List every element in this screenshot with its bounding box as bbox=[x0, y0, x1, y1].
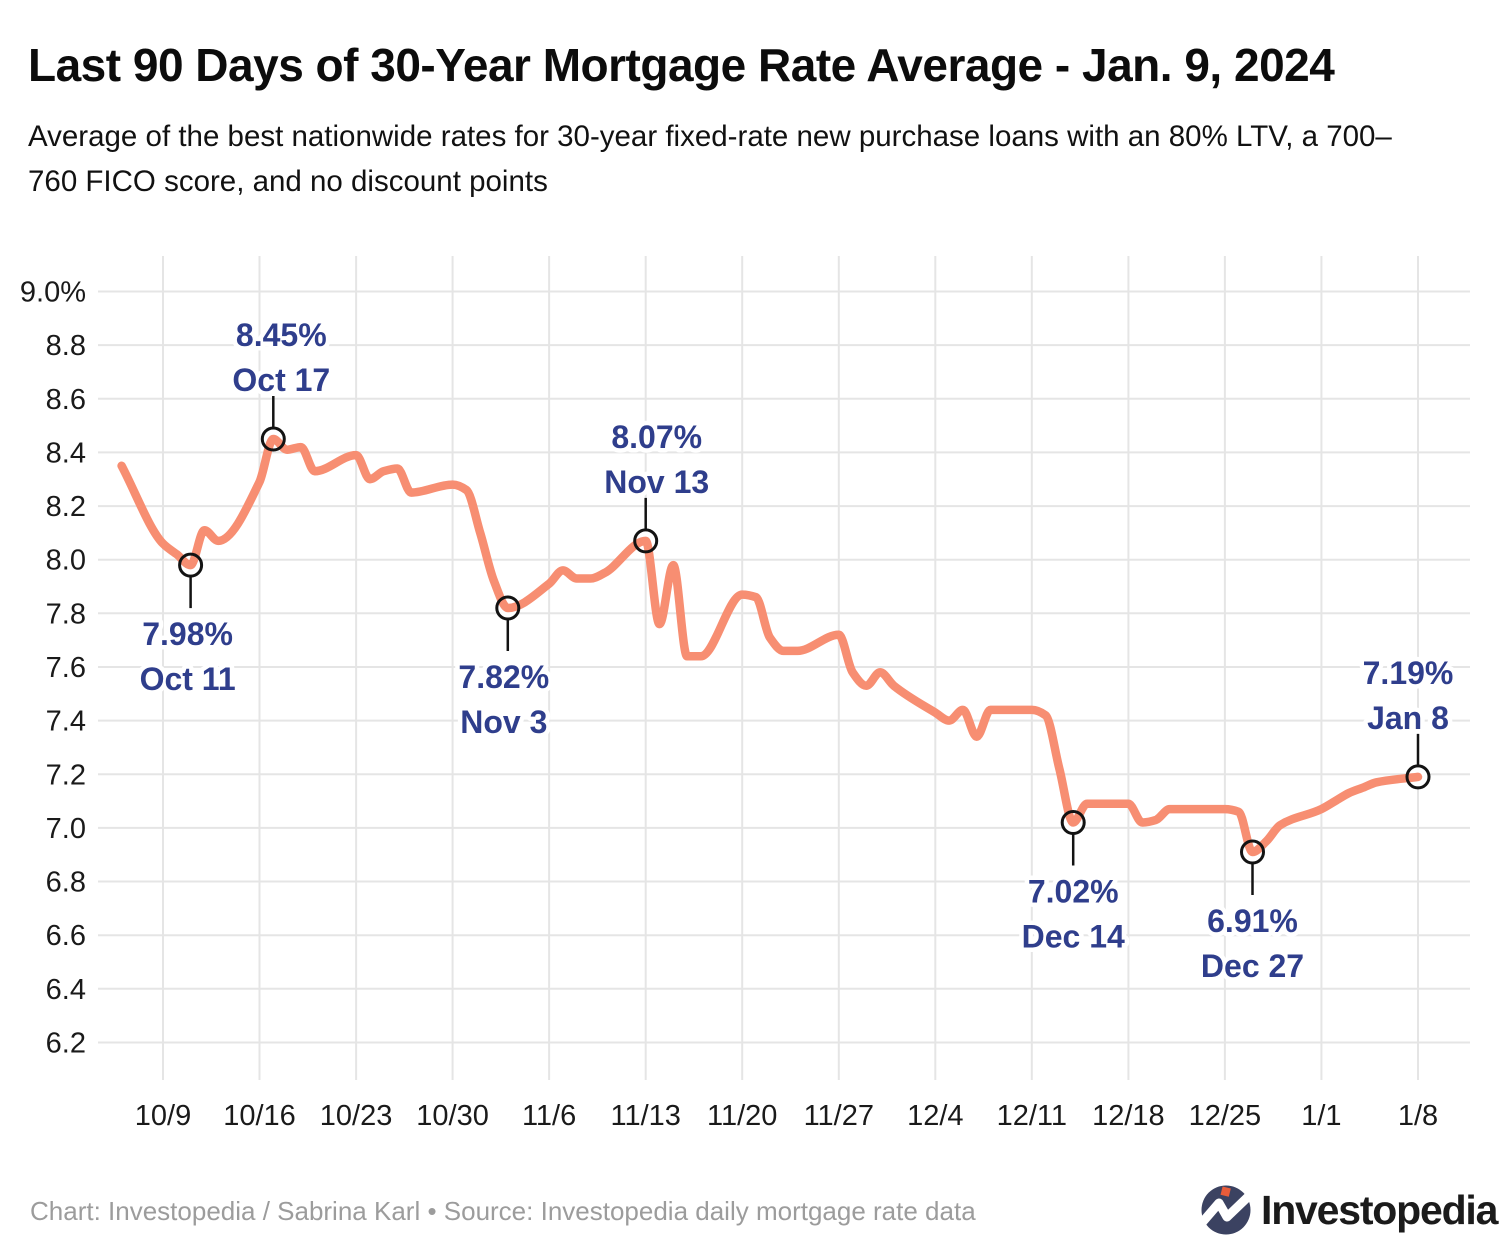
x-axis-tick-label: 12/25 bbox=[1189, 1100, 1262, 1132]
y-axis-tick-label: 8.4 bbox=[46, 437, 86, 469]
investopedia-logo-icon bbox=[1200, 1185, 1252, 1235]
marker-ring bbox=[260, 426, 286, 452]
x-axis-tick-label: 11/6 bbox=[522, 1100, 576, 1132]
y-axis-tick-label: 6.4 bbox=[46, 974, 86, 1006]
x-axis-tick-label: 10/23 bbox=[320, 1100, 393, 1132]
x-axis-tick-label: 12/18 bbox=[1092, 1100, 1165, 1132]
y-axis-tick-label: 6.2 bbox=[46, 1028, 86, 1060]
attribution-text: Chart: Investopedia / Sabrina Karl • Sou… bbox=[30, 1196, 976, 1226]
y-axis-tick-label: 9.0% bbox=[20, 277, 86, 309]
y-axis-tick-label: 8.6 bbox=[46, 384, 86, 416]
x-axis-tick-label: 1/1 bbox=[1301, 1100, 1341, 1132]
x-axis-tick-label: 11/13 bbox=[610, 1100, 680, 1132]
x-axis-tick-label: 10/16 bbox=[223, 1100, 296, 1132]
annotation-date-label: Dec 27 bbox=[1201, 948, 1304, 984]
investopedia-wordmark: Investopedia bbox=[1261, 1187, 1498, 1233]
annotation-date-label: Nov 13 bbox=[604, 464, 709, 500]
marker-ring bbox=[495, 595, 521, 621]
investopedia-logo: Investopedia bbox=[1200, 1184, 1498, 1236]
annotation-value-label: 6.91% bbox=[1207, 903, 1298, 939]
chart-subtitle: Average of the best nationwide rates for… bbox=[28, 114, 1488, 204]
y-axis-tick-label: 6.8 bbox=[46, 867, 86, 899]
chart-subtitle-line-1: Average of the best nationwide rates for… bbox=[28, 120, 1392, 153]
annotation-value-label: 7.82% bbox=[458, 659, 549, 695]
y-axis-tick-label: 7.4 bbox=[46, 706, 86, 738]
x-axis-tick-label: 11/27 bbox=[804, 1100, 874, 1132]
annotation-date-label: Nov 3 bbox=[460, 704, 547, 740]
chart-title: Last 90 Days of 30-Year Mortgage Rate Av… bbox=[28, 39, 1335, 91]
y-axis-tick-label: 7.8 bbox=[46, 598, 86, 630]
y-axis-tick-label: 8.0 bbox=[46, 545, 86, 577]
annotation-date-label: Dec 14 bbox=[1022, 919, 1125, 955]
marker-ring bbox=[1240, 839, 1265, 865]
y-axis-tick-label: 7.6 bbox=[46, 652, 86, 684]
x-axis-tick-label: 10/9 bbox=[135, 1100, 191, 1132]
marker-ring bbox=[1060, 810, 1086, 835]
x-axis-tick-label: 1/8 bbox=[1398, 1100, 1438, 1132]
marker-ring bbox=[1405, 764, 1431, 790]
y-axis-tick-label: 7.2 bbox=[46, 759, 86, 791]
annotation-date-label: Oct 11 bbox=[140, 661, 236, 697]
annotation-value-label: 8.07% bbox=[611, 419, 702, 455]
x-axis-tick-label: 12/4 bbox=[907, 1100, 963, 1132]
annotation-value-label: 7.02% bbox=[1028, 874, 1119, 910]
annotation-date-label: Jan 8 bbox=[1367, 700, 1449, 736]
y-axis-tick-label: 8.8 bbox=[46, 330, 86, 362]
marker-ring bbox=[178, 552, 204, 578]
x-axis-tick-label: 11/20 bbox=[707, 1100, 777, 1132]
x-axis-tick-label: 12/11 bbox=[997, 1100, 1067, 1132]
annotation-value-label: 7.19% bbox=[1363, 655, 1454, 691]
x-axis-tick-label: 10/30 bbox=[416, 1100, 489, 1132]
y-axis-tick-label: 7.0 bbox=[46, 813, 86, 845]
rate-line bbox=[117, 434, 1423, 857]
marker-ring bbox=[633, 528, 659, 554]
y-axis-tick-label: 8.2 bbox=[46, 491, 86, 523]
y-axis-tick-label: 6.6 bbox=[46, 920, 86, 952]
annotation-value-label: 7.98% bbox=[142, 616, 233, 652]
annotation-date-label: Oct 17 bbox=[232, 362, 330, 398]
annotation-value-label: 8.45% bbox=[236, 317, 327, 353]
chart-subtitle-line-2: 760 FICO score, and no discount points bbox=[28, 165, 548, 198]
